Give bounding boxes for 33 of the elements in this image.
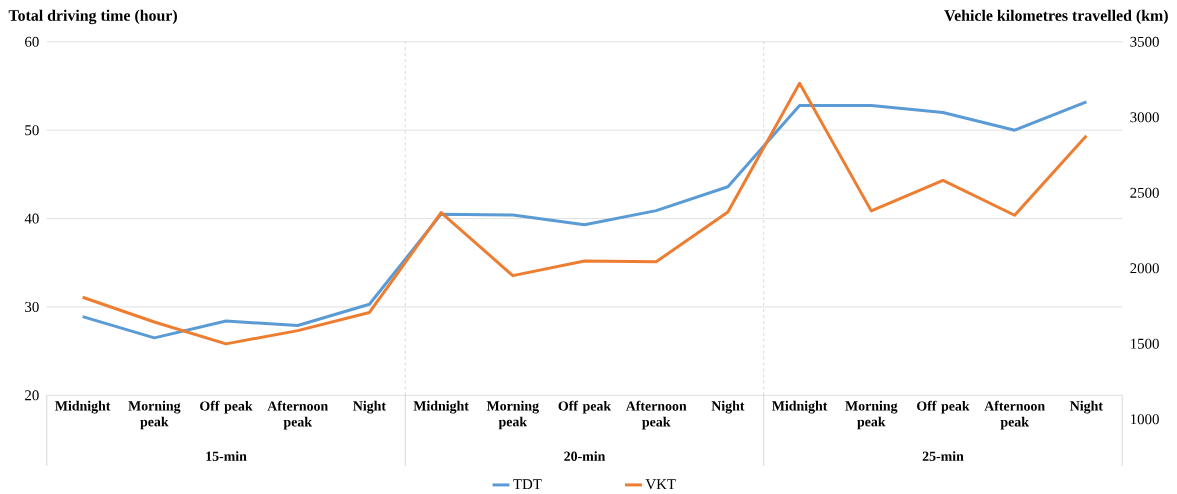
y2-axis-title: Vehicle kilometres travelled (km): [944, 9, 1168, 25]
y-tick-label: 40: [24, 213, 39, 224]
x-tick-label: Night: [711, 400, 745, 414]
y2-tick-label: 1000: [1131, 414, 1159, 425]
y-axis-title: Total driving time (hour): [8, 9, 177, 25]
y2-tick-label: 3500: [1130, 36, 1159, 47]
y-tick-label: 30: [25, 301, 39, 312]
y2-tick-label: 1500: [1131, 338, 1159, 349]
x-tick-label: Off peak: [558, 400, 612, 414]
x-tick-label: Off peak: [200, 400, 253, 414]
x-tick-label: Afternoon peak: [984, 400, 1045, 430]
x-tick-label: Midnight: [772, 400, 828, 414]
y2-tick-label: 2000: [1130, 263, 1159, 274]
x-tick-label: Midnight: [55, 400, 111, 414]
x-tick-label: Night: [1070, 400, 1103, 414]
y-tick-label: 20: [25, 390, 39, 401]
x-tick-label: Morning peak: [845, 400, 898, 430]
text: 25-min: [922, 451, 964, 461]
text: 20-min: [564, 451, 606, 461]
legend-label: VKT: [645, 479, 676, 490]
y-tick-label: 50: [25, 125, 39, 136]
y-tick-label: 60: [25, 36, 39, 47]
x-tick-label: Midnight: [413, 400, 469, 414]
x-tick-label: Afternoon peak: [267, 400, 328, 430]
x-tick-label: Morning peak: [486, 400, 539, 430]
text: 15-min: [206, 451, 247, 461]
x-tick-label: Morning peak: [128, 400, 181, 430]
x-tick-label: Off peak: [917, 400, 970, 414]
legend-label: TDT: [513, 479, 542, 490]
y2-tick-label: 3000: [1130, 112, 1159, 123]
x-tick-label: Night: [353, 400, 386, 414]
y2-tick-label: 2500: [1130, 187, 1159, 198]
x-tick-label: Afternoon peak: [625, 400, 687, 430]
